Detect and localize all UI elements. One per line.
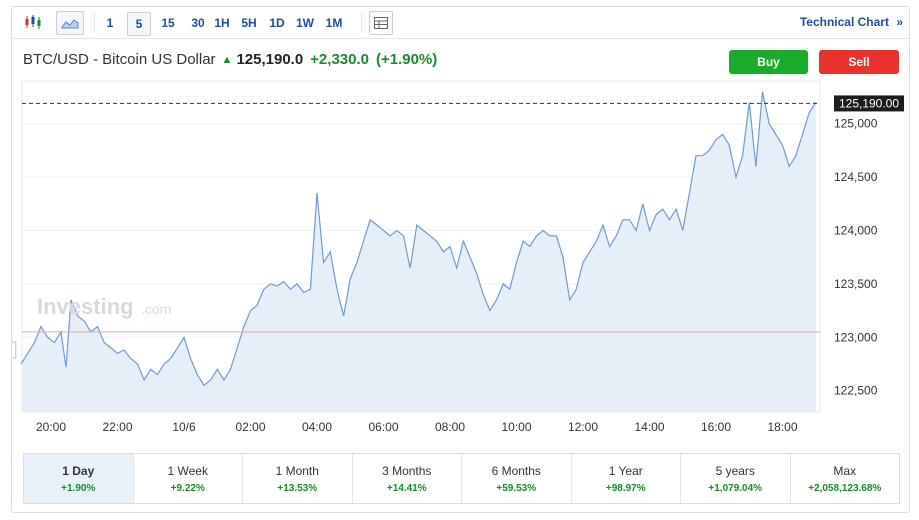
last-price-tag-label: 125,190.00 xyxy=(839,96,899,110)
y-tick-label: 124,000 xyxy=(834,223,878,237)
x-tick-label: 12:00 xyxy=(568,420,598,434)
period-1-week[interactable]: 1 Week +9.22% xyxy=(134,454,243,503)
candlestick-icon[interactable] xyxy=(20,11,46,33)
instrument-name: BTC/USD - Bitcoin US Dollar xyxy=(23,51,216,68)
technical-chart-label: Technical Chart xyxy=(799,15,889,29)
period-change: +59.53% xyxy=(496,482,537,494)
period-1-year[interactable]: 1 Year +98.97% xyxy=(572,454,681,503)
period-label: 3 Months xyxy=(382,463,432,478)
investing-watermark: Investing xyxy=(37,294,134,319)
y-tick-label: 122,500 xyxy=(834,384,878,398)
period-max[interactable]: Max +2,058,123.68% xyxy=(791,454,900,503)
x-tick-label: 10/6 xyxy=(172,420,196,434)
interval-1w[interactable]: 1W xyxy=(296,16,314,30)
period-label: Max xyxy=(833,463,857,478)
investing-watermark-suffix: .com xyxy=(141,301,171,317)
period-change: +1,079.04% xyxy=(708,482,763,494)
price-chart[interactable]: Investing.comNNNNNNNNNNNNNNNN122,500123,… xyxy=(12,7,909,447)
price-change: +2,330.0 xyxy=(310,51,369,68)
period-change: +9.22% xyxy=(170,482,205,494)
technical-chart-link[interactable]: Technical Chart » xyxy=(800,15,903,29)
interval-1[interactable]: 1 xyxy=(106,16,114,30)
chart-toolbar: 1 5 15 30 1H 5H 1D 1W 1M Technical Chart » xyxy=(12,7,909,39)
period-1-month[interactable]: 1 Month +13.53% xyxy=(243,454,353,503)
period-selector: 1 Day +1.90% 1 Week +9.22% 1 Month +13.53% 3 M… xyxy=(23,453,900,504)
period-label: 1 Year xyxy=(608,463,643,478)
interval-5[interactable]: 5 xyxy=(127,12,151,36)
interval-1d[interactable]: 1D xyxy=(269,16,285,30)
interval-1m[interactable]: 1M xyxy=(325,16,343,30)
period-1-day[interactable]: 1 Day +1.90% xyxy=(24,454,134,503)
y-tick-label: 123,000 xyxy=(834,330,878,344)
interval-1h[interactable]: 1H xyxy=(214,16,230,30)
interval-30[interactable]: 30 xyxy=(191,16,205,30)
double-chevron-right-icon: » xyxy=(896,15,903,29)
last-price-tag xyxy=(834,95,904,112)
x-tick-label: 18:00 xyxy=(767,420,797,434)
up-arrow-icon: ▲ xyxy=(221,53,233,66)
x-tick-label: 10:00 xyxy=(501,420,531,434)
period-6-months[interactable]: 6 Months +59.53% xyxy=(462,454,572,503)
x-tick-label: 22:00 xyxy=(102,420,132,434)
price-line xyxy=(20,91,817,387)
x-tick-label: 14:00 xyxy=(634,420,664,434)
x-tick-label: 16:00 xyxy=(701,420,731,434)
y-tick-label: 125,000 xyxy=(834,117,878,131)
toolbar-divider xyxy=(94,13,95,33)
period-change: +13.53% xyxy=(277,482,318,494)
x-tick-label: 04:00 xyxy=(302,420,332,434)
chart-widget: 1 5 15 30 1H 5H 1D 1W 1M Technical Chart » BTC/U… xyxy=(11,6,910,513)
period-change: +1.90% xyxy=(61,482,96,494)
table-icon[interactable] xyxy=(369,11,393,35)
period-label: 1 Week xyxy=(167,463,208,478)
area-chart-icon[interactable] xyxy=(56,11,84,35)
interval-5h[interactable]: 5H xyxy=(241,16,257,30)
y-tick-label: 124,500 xyxy=(834,170,878,184)
toolbar-divider xyxy=(361,13,362,33)
instrument-header: BTC/USD - Bitcoin US Dollar ▲ 125,190.0 … xyxy=(23,51,437,68)
period-label: 1 Day xyxy=(62,463,95,478)
period-5-years[interactable]: 5 years +1,079.04% xyxy=(681,454,791,503)
news-marker-box xyxy=(12,341,17,359)
x-tick-label: 08:00 xyxy=(435,420,465,434)
news-marker[interactable]: N xyxy=(12,341,17,359)
period-label: 1 Month xyxy=(275,463,319,478)
last-price: 125,190.0 xyxy=(236,51,304,68)
period-label: 6 Months xyxy=(491,463,541,478)
sell-button[interactable]: Sell xyxy=(819,50,899,74)
interval-15[interactable]: 15 xyxy=(161,16,175,30)
x-tick-label: 06:00 xyxy=(368,420,398,434)
period-3-months[interactable]: 3 Months +14.41% xyxy=(353,454,462,503)
y-tick-label: 123,500 xyxy=(834,277,878,291)
price-change-percent: (+1.90%) xyxy=(375,51,438,68)
buy-button[interactable]: Buy xyxy=(729,50,808,74)
x-tick-label: 20:00 xyxy=(36,420,66,434)
period-change: +14.41% xyxy=(386,482,427,494)
period-label: 5 years xyxy=(715,463,755,478)
period-change: +2,058,123.68% xyxy=(808,482,882,494)
period-change: +98.97% xyxy=(605,482,646,494)
x-tick-label: 02:00 xyxy=(235,420,265,434)
